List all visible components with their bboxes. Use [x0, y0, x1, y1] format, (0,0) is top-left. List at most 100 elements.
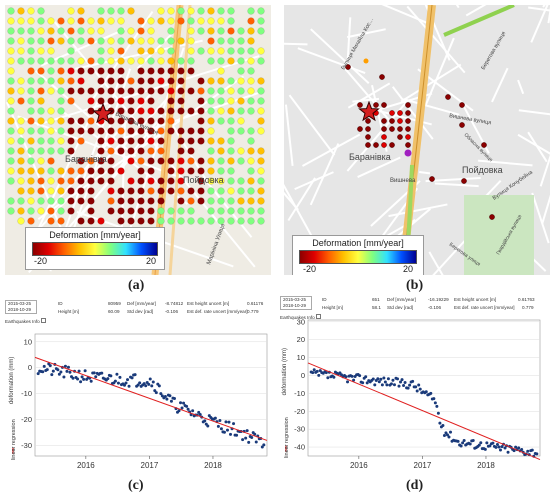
ps-point: [37, 7, 45, 15]
y-tick-label: 20: [297, 335, 305, 344]
ps-point: [207, 47, 215, 55]
ps-point: [247, 47, 255, 55]
ps-point: [187, 197, 195, 205]
ps-point: [7, 127, 15, 135]
ps-point: [17, 167, 25, 175]
data-point: [315, 369, 319, 373]
district-label: Баранівка: [65, 154, 107, 164]
street: [419, 170, 431, 175]
data-point: [364, 375, 368, 379]
earthquakes-checkbox-c[interactable]: [41, 318, 47, 323]
earthquakes-toggle-d[interactable]: Earthquakes Info: [280, 314, 322, 321]
ps-point: [237, 27, 245, 35]
earthquakes-toggle-c[interactable]: Earthquakes Info: [5, 318, 47, 325]
ps-point: [257, 197, 265, 205]
ps-point: [117, 67, 125, 75]
ps-point: [117, 107, 125, 115]
ps-point: [217, 107, 225, 115]
ps-point: [87, 177, 95, 185]
data-point: [399, 380, 403, 384]
ps-point: [247, 127, 255, 135]
earthquakes-label-c: Earthquakes Info: [5, 319, 40, 324]
data-point: [494, 445, 498, 449]
ps-point: [137, 187, 145, 195]
ps-point: [197, 7, 205, 15]
ps-point: [207, 57, 215, 65]
ps-point: [77, 7, 85, 15]
ps-point: [405, 118, 411, 124]
data-point: [498, 448, 502, 452]
regression-line: [307, 362, 541, 461]
ps-point: [405, 110, 411, 116]
ps-point: [7, 57, 15, 65]
ps-point: [97, 137, 105, 145]
ps-point: [177, 187, 185, 195]
ps-point: [187, 7, 195, 15]
ps-point: [137, 57, 145, 65]
data-point: [435, 404, 439, 408]
ps-point: [217, 177, 225, 185]
ps-point: [117, 37, 125, 45]
ps-point: [177, 127, 185, 135]
date-box-c[interactable]: 2015-03-25 2018-10-29: [5, 300, 37, 314]
ps-point: [117, 127, 125, 135]
street: [346, 17, 352, 64]
ps-point: [389, 118, 395, 124]
data-point: [497, 445, 501, 449]
data-point: [491, 441, 495, 445]
data-point: [147, 382, 151, 386]
ps-point: [217, 7, 225, 15]
ps-point: [247, 97, 255, 105]
data-point: [50, 373, 54, 377]
earthquakes-checkbox-d[interactable]: [316, 314, 322, 319]
data-point: [138, 381, 142, 385]
ps-point: [27, 207, 35, 215]
ps-point: [47, 127, 55, 135]
data-point: [232, 422, 236, 426]
ps-point: [227, 27, 235, 35]
data-point: [361, 381, 365, 385]
stddev-label-c: Std dev [rad]: [127, 309, 154, 314]
x-tick-label: 2017: [141, 461, 159, 470]
ps-point: [37, 207, 45, 215]
ps-point: [207, 177, 215, 185]
ps-point: [177, 57, 185, 65]
ps-point: [47, 77, 55, 85]
ps-point: [107, 17, 115, 25]
data-point: [213, 416, 217, 420]
ps-point: [57, 207, 65, 215]
data-point: [144, 384, 148, 388]
ps-point: [257, 77, 265, 85]
ps-point: [187, 207, 195, 215]
y-tick-label: -40: [294, 443, 305, 452]
ps-point: [147, 97, 155, 105]
rate-uncert-value-d: 0.779: [522, 305, 534, 310]
date-box-d[interactable]: 2015-03-25 2018-10-29: [280, 296, 312, 310]
ps-point: [137, 67, 145, 75]
ps-point: [107, 67, 115, 75]
ps-point: [247, 7, 255, 15]
data-point: [311, 371, 315, 375]
ps-point: [7, 157, 15, 165]
data-point: [432, 397, 436, 401]
ps-point: [157, 177, 165, 185]
ps-point: [167, 167, 175, 175]
data-point: [89, 379, 93, 383]
ps-point: [77, 137, 85, 145]
ps-point: [107, 97, 115, 105]
data-point: [115, 372, 119, 376]
data-point: [198, 413, 202, 417]
data-point: [42, 364, 46, 368]
ps-point: [167, 87, 175, 95]
ps-point: [117, 47, 125, 55]
street: [61, 110, 189, 205]
street: [530, 5, 549, 43]
ps-point: [167, 97, 175, 105]
data-point: [358, 374, 362, 378]
street: [302, 133, 361, 167]
stddev-label-d: Std dev [rad]: [387, 305, 414, 310]
ps-point: [47, 67, 55, 75]
ps-point: [257, 87, 265, 95]
ps-point: [137, 167, 145, 175]
ps-point: [27, 187, 35, 195]
